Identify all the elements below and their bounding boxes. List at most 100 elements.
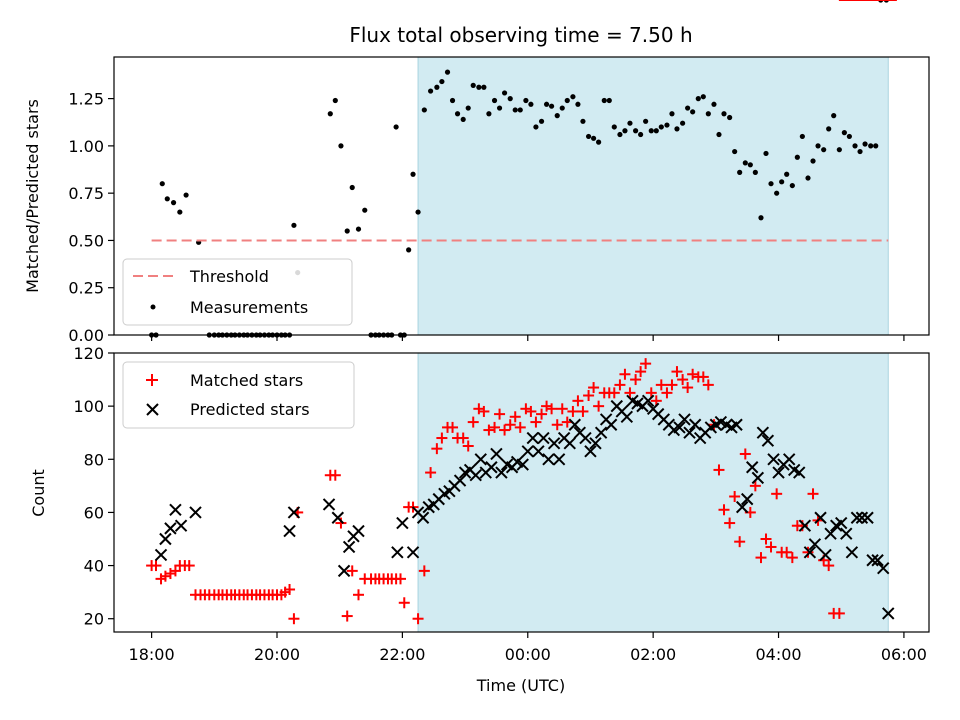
measurement-point [799, 133, 805, 140]
predicted-star-point [746, 461, 759, 474]
measurement-point [826, 126, 832, 132]
matched-star-point [425, 467, 437, 479]
matched-star-point [619, 368, 631, 380]
matched-star-point [159, 570, 171, 582]
measurement-point [486, 111, 492, 117]
measurement-point [841, 130, 847, 136]
measurement-point [460, 116, 466, 123]
matched-star-point [588, 382, 600, 394]
top-x-ticks [151, 335, 905, 341]
measurement-point [580, 118, 586, 124]
predicted-star-point [756, 426, 770, 439]
matched-star-point [666, 379, 678, 391]
predicted-star-point [287, 506, 301, 519]
y-tick-label: 0.50 [68, 231, 104, 250]
measurement-point [868, 143, 874, 149]
x-tick-label: 00:00 [505, 645, 551, 664]
predicted-star-point [159, 532, 172, 546]
predicted-star-point [352, 524, 365, 538]
predicted-star-point [490, 447, 503, 461]
predicted-star-point [673, 421, 686, 434]
measurement-point [601, 97, 607, 104]
predicted-star-point [584, 445, 597, 458]
predicted-star-point [169, 503, 182, 516]
legend-matched-label: Matched stars [190, 371, 303, 390]
measurement-point [774, 190, 780, 196]
predicted-star-point [579, 431, 592, 445]
predicted-star-point [772, 466, 785, 479]
matched-star-point [583, 390, 595, 402]
predicted-star-point [683, 426, 696, 439]
measurement-point [421, 107, 427, 113]
measurement-point [501, 90, 508, 96]
predicted-star-point [453, 474, 467, 487]
measurement-point [805, 175, 811, 181]
matched-star-point [729, 490, 741, 502]
y-tick-label: 100 [73, 397, 104, 416]
matched-star-point [760, 533, 772, 545]
measurement-point [732, 148, 738, 155]
matched-star-point [436, 432, 448, 444]
matched-star-point [462, 440, 474, 452]
top-panel-frame [113, 56, 930, 336]
measurement-point [362, 207, 368, 213]
predicted-star-point [688, 418, 702, 431]
measurement-point [554, 113, 560, 119]
matched-star-point [467, 416, 479, 428]
predicted-star-point [331, 511, 345, 524]
matched-star-point [551, 419, 563, 431]
measurement-point [291, 222, 297, 228]
matched-star-point [833, 607, 845, 619]
predicted-star-point [474, 453, 487, 466]
matched-star-point [341, 610, 353, 622]
matched-star-point [802, 546, 814, 558]
matched-star-point [525, 405, 537, 417]
predicted-star-point [819, 548, 832, 562]
matched-star-point [514, 421, 526, 433]
predicted-star-point [469, 469, 482, 482]
predicted-star-point [824, 527, 837, 540]
y-tick-label: 0.25 [68, 279, 104, 298]
matched-star-point [541, 400, 553, 412]
predicted-star-point [594, 426, 608, 439]
top-observing-window [417, 56, 889, 336]
predicted-star-point [174, 519, 188, 532]
predicted-star-point [678, 413, 691, 426]
matched-star-point [346, 565, 358, 577]
measurement-point [653, 128, 659, 134]
predicted-star-point [526, 431, 539, 445]
measurement-point [496, 105, 503, 111]
predicted-star-point [850, 511, 864, 524]
predicted-star-point [767, 453, 780, 466]
predicted-star-point [798, 519, 812, 532]
predicted-star-point [342, 540, 356, 554]
predicted-star-point [735, 500, 749, 514]
matched-star-point [494, 408, 506, 420]
predicted-star-point [521, 445, 534, 458]
measurement-point [570, 94, 576, 100]
predicted-star-point [855, 511, 869, 524]
matched-star-point [749, 480, 761, 492]
y-tick-label: 20 [84, 610, 104, 629]
matched-star-point [572, 395, 584, 407]
matched-star-point [734, 536, 746, 548]
matched-star-point [556, 403, 568, 415]
x-tick-label: 22:00 [379, 645, 425, 664]
measurement-point [517, 107, 523, 113]
measurement-point [852, 143, 858, 149]
y-tick-label: 120 [73, 344, 104, 363]
matched-star-point [640, 358, 652, 370]
predicted-star-point [563, 437, 576, 450]
measurement-point [332, 97, 338, 104]
matched-star-point [755, 552, 767, 564]
measurement-point [658, 124, 664, 130]
measurement-point [643, 118, 649, 124]
predicted-star-point [568, 418, 581, 431]
measurement-point [543, 101, 550, 107]
predicted-star-point [547, 437, 561, 450]
predicted-star-point [406, 546, 420, 559]
measurement-point [674, 126, 680, 132]
x-tick-label: 04:00 [755, 645, 801, 664]
predicted-star-point [416, 511, 430, 524]
matched-star-point [499, 424, 511, 436]
